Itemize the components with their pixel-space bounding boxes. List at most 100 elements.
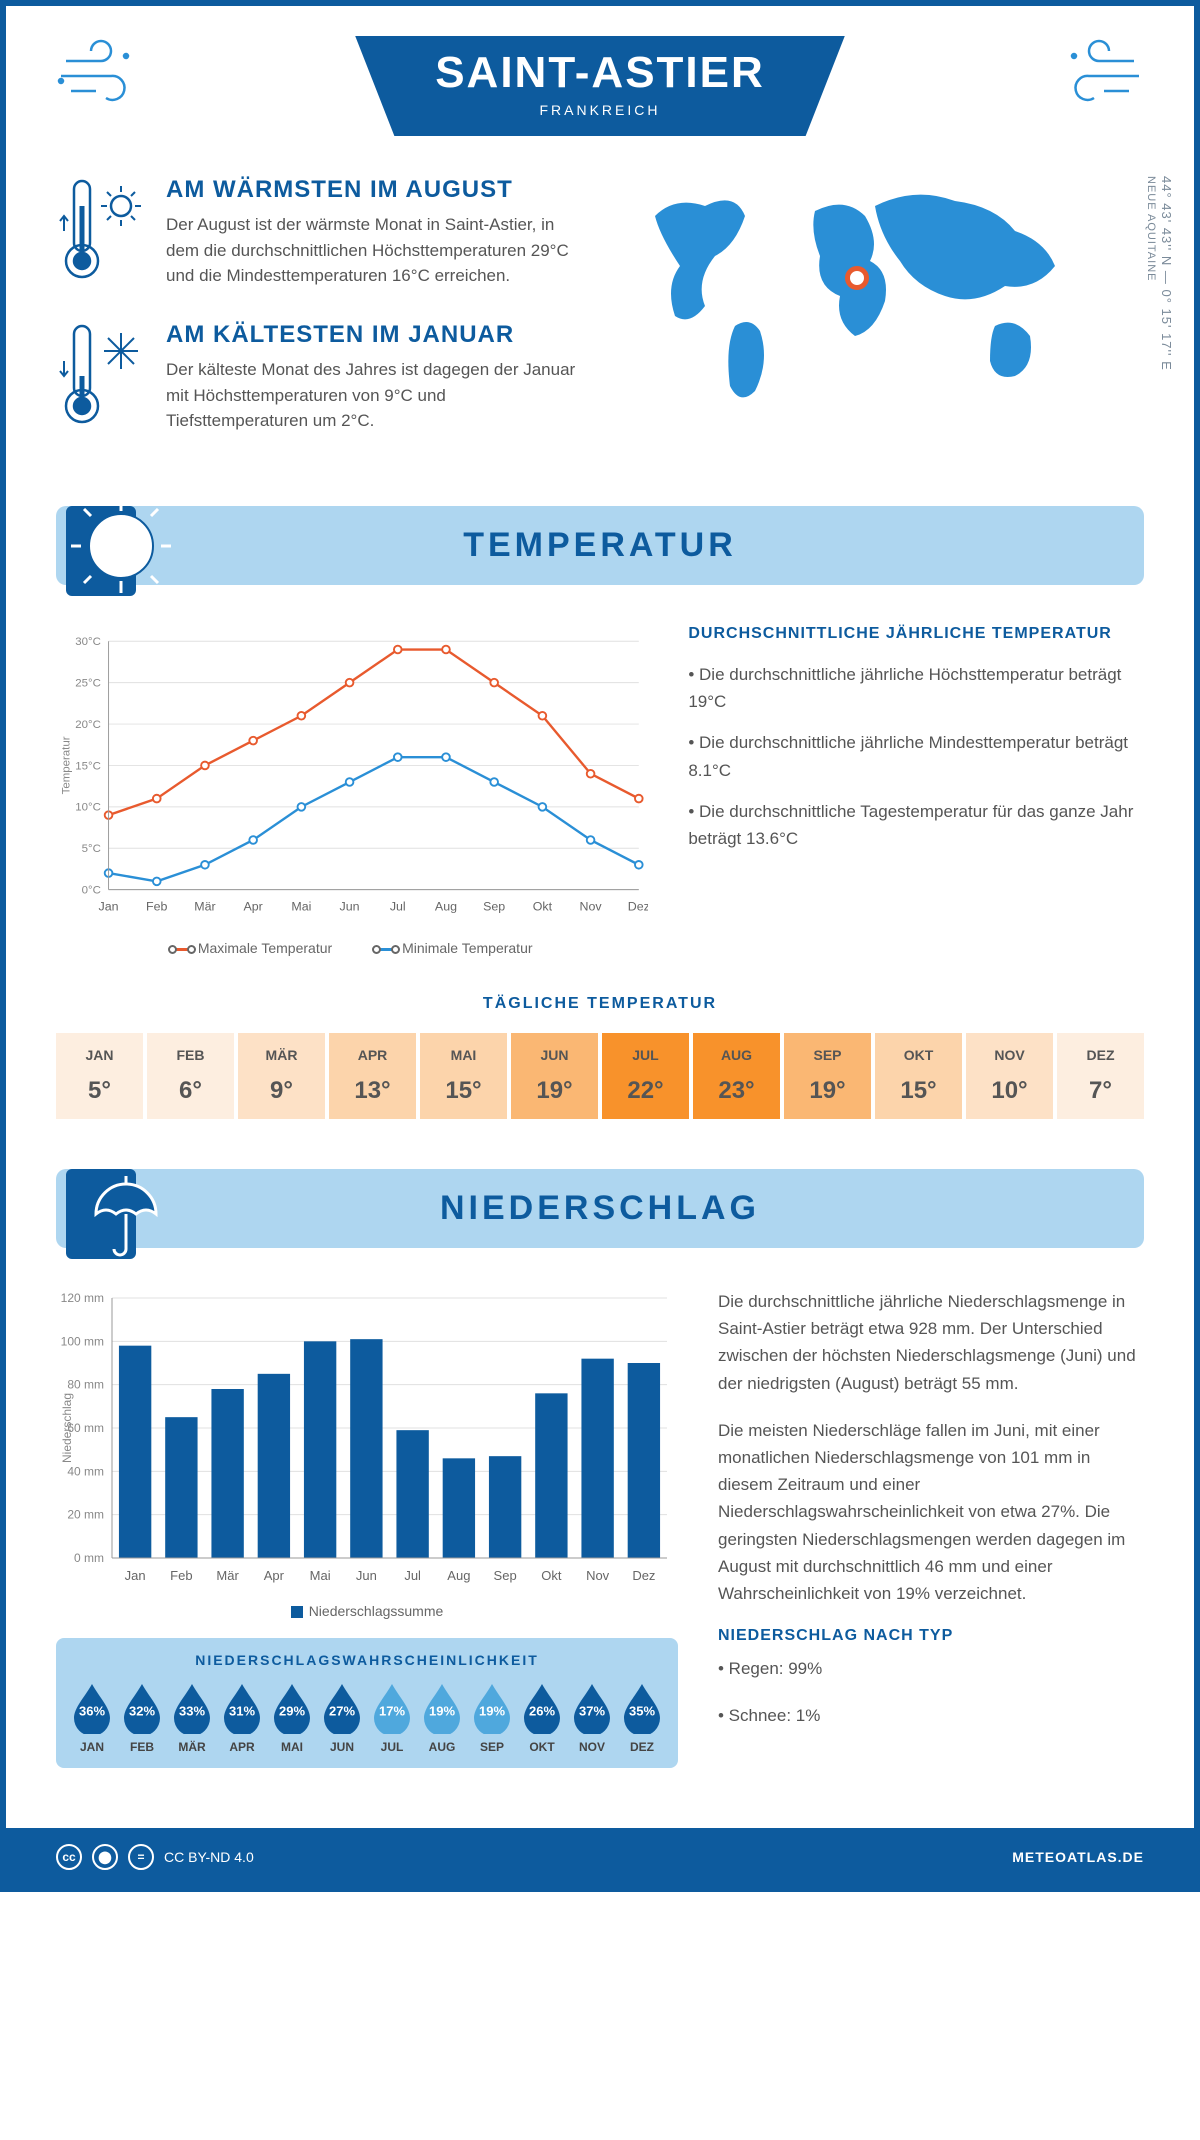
daily-temp-cell: NOV10° [966,1033,1053,1119]
temperature-line-chart: 0°C5°C10°C15°C20°C25°C30°CJanFebMärAprMa… [56,625,648,965]
temp-bullet-1: • Die durchschnittliche jährliche Höchst… [688,661,1144,715]
raindrop-icon: 36% [70,1682,114,1734]
content: SAINT-ASTIER FRANKREICH AM WÄRMSTEN IM A… [6,6,1194,1828]
probability-cell: 27% JUN [320,1682,364,1754]
dt-value: 23° [693,1077,780,1105]
probability-cell: 32% FEB [120,1682,164,1754]
probability-value: 19% [429,1703,455,1718]
info-section: AM WÄRMSTEN IM AUGUST Der August ist der… [56,176,1144,466]
daily-temp-cell: JUL22° [602,1033,689,1119]
dt-month: MAI [420,1047,507,1063]
svg-text:Okt: Okt [541,1568,562,1583]
probability-month: JUN [320,1740,364,1754]
precip-legend-label: Niederschlagssumme [309,1603,444,1619]
svg-text:Apr: Apr [244,900,263,914]
temperature-row: 0°C5°C10°C15°C20°C25°C30°CJanFebMärAprMa… [56,625,1144,965]
map-pin-icon [845,266,869,290]
dt-month: FEB [147,1047,234,1063]
dt-month: SEP [784,1047,871,1063]
probability-month: JUL [370,1740,414,1754]
probability-value: 19% [479,1703,505,1718]
precip-chart-legend: Niederschlagssumme [56,1603,678,1619]
svg-text:100 mm: 100 mm [61,1334,104,1348]
world-map-icon [615,176,1144,421]
raindrop-icon: 17% [370,1682,414,1734]
precip-para-1: Die durchschnittliche jährliche Niedersc… [718,1288,1144,1397]
probability-cell: 26% OKT [520,1682,564,1754]
title-banner: SAINT-ASTIER FRANKREICH [355,36,845,136]
svg-text:Niederschlag: Niederschlag [60,1393,74,1463]
svg-text:Dez: Dez [632,1568,655,1583]
dt-month: NOV [966,1047,1053,1063]
thermometer-cold-icon [56,321,146,436]
dt-value: 19° [511,1077,598,1105]
legend-max: Maximale Temperatur [198,940,332,956]
dt-value: 15° [420,1077,507,1105]
dt-value: 7° [1057,1077,1144,1105]
svg-text:Mai: Mai [291,900,311,914]
precip-type-2: • Schnee: 1% [718,1702,1144,1729]
warmest-body: Der August ist der wärmste Monat in Sain… [166,212,585,289]
warmest-block: AM WÄRMSTEN IM AUGUST Der August ist der… [56,176,585,291]
dt-value: 6° [147,1077,234,1105]
daily-temp-table: JAN5°FEB6°MÄR9°APR13°MAI15°JUN19°JUL22°A… [56,1033,1144,1119]
daily-temp-cell: AUG23° [693,1033,780,1119]
probability-month: SEP [470,1740,514,1754]
svg-text:0°C: 0°C [82,884,101,896]
dt-value: 9° [238,1077,325,1105]
legend-min: Minimale Temperatur [402,940,532,956]
coordinates: 44° 43' 43'' N — 0° 15' 17'' E NEUE AQUI… [1144,176,1174,371]
by-icon: ⬤ [92,1844,118,1870]
probability-month: MÄR [170,1740,214,1754]
daily-temp-title: TÄGLICHE TEMPERATUR [56,995,1144,1013]
svg-text:Jun: Jun [340,900,360,914]
svg-text:Mai: Mai [310,1568,331,1583]
daily-temp-cell: APR13° [329,1033,416,1119]
raindrop-icon: 35% [620,1682,664,1734]
raindrop-icon: 33% [170,1682,214,1734]
svg-text:Jul: Jul [404,1568,421,1583]
raindrop-icon: 19% [470,1682,514,1734]
footer-license: cc ⬤ = CC BY-ND 4.0 [56,1844,254,1870]
svg-text:Feb: Feb [146,900,167,914]
raindrop-icon: 26% [520,1682,564,1734]
dt-value: 19° [784,1077,871,1105]
probability-value: 32% [129,1703,155,1718]
temperature-title: TEMPERATUR [56,526,1144,565]
temp-chart-legend: Maximale Temperatur Minimale Temperatur [56,940,648,956]
svg-text:Dez: Dez [628,900,649,914]
precipitation-left: 0 mm20 mm40 mm60 mm80 mm100 mm120 mmJanF… [56,1288,678,1768]
dt-month: APR [329,1047,416,1063]
svg-text:0 mm: 0 mm [74,1551,104,1565]
dt-month: MÄR [238,1047,325,1063]
precipitation-text: Die durchschnittliche jährliche Niedersc… [718,1288,1144,1768]
svg-text:Jan: Jan [125,1568,146,1583]
daily-temp-cell: JUN19° [511,1033,598,1119]
svg-text:Feb: Feb [170,1568,192,1583]
dt-month: JUL [602,1047,689,1063]
page-subtitle: FRANKREICH [435,102,765,118]
dt-month: DEZ [1057,1047,1144,1063]
map-block: 44° 43' 43'' N — 0° 15' 17'' E NEUE AQUI… [615,176,1144,466]
svg-text:Okt: Okt [533,900,553,914]
precipitation-row: 0 mm20 mm40 mm60 mm80 mm100 mm120 mmJanF… [56,1288,1144,1768]
page: SAINT-ASTIER FRANKREICH AM WÄRMSTEN IM A… [0,0,1200,1892]
raindrop-icon: 19% [420,1682,464,1734]
coords-region: NEUE AQUITAINE [1145,176,1157,281]
thermometer-hot-icon [56,176,146,291]
probability-cell: 31% APR [220,1682,264,1754]
daily-temp-cell: OKT15° [875,1033,962,1119]
daily-temp-cell: SEP 19° [784,1033,871,1119]
svg-text:Nov: Nov [580,900,603,914]
warmest-title: AM WÄRMSTEN IM AUGUST [166,176,585,204]
daily-temp-cell: MAI 15° [420,1033,507,1119]
probability-month: DEZ [620,1740,664,1754]
svg-text:15°C: 15°C [75,760,101,772]
info-left: AM WÄRMSTEN IM AUGUST Der August ist der… [56,176,585,466]
svg-text:Sep: Sep [483,900,505,914]
dt-value: 15° [875,1077,962,1105]
svg-text:Temperatur: Temperatur [60,736,72,794]
wind-icon [1044,36,1144,121]
probability-month: NOV [570,1740,614,1754]
coldest-title: AM KÄLTESTEN IM JANUAR [166,321,585,349]
